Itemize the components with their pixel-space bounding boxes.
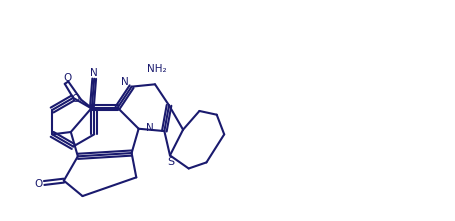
Text: N: N: [146, 123, 154, 133]
Text: N: N: [91, 68, 98, 78]
Text: NH₂: NH₂: [147, 64, 166, 74]
Text: O: O: [71, 94, 79, 104]
Text: N: N: [121, 77, 128, 87]
Text: O: O: [63, 73, 71, 83]
Text: S: S: [167, 157, 174, 168]
Text: O: O: [34, 179, 42, 189]
